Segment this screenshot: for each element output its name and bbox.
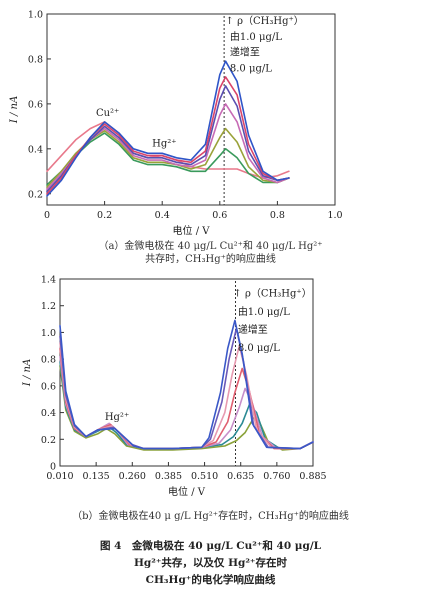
chart-b-y-tick-label-6: 1.2	[41, 301, 56, 312]
chart-a-x-tick-label-1: 0.2	[97, 210, 112, 221]
chart-b-annotation-3: 递增至	[238, 323, 268, 336]
chart-b-y-tick-label-7: 1.4	[41, 275, 56, 286]
chart-b-x-axis-label: 电位 / V	[168, 485, 206, 498]
chart-a-annotation-4: 递增至	[230, 46, 260, 59]
chart-b-x-tick-label-2: 0.260	[119, 471, 146, 482]
chart-b-x-tick-label-1: 0.135	[83, 471, 110, 482]
chart-b-y-tick-label-3: 0.6	[41, 381, 56, 392]
chart-b-y-tick-label-0: 0	[50, 462, 56, 473]
chart-a-y-tick-label-2: 0.6	[28, 99, 43, 110]
chart-a-annotation-3: 由1.0 μg/L	[230, 30, 282, 43]
chart-a-y-tick-label-3: 0.8	[28, 54, 43, 65]
chart-b-annotation-0: Hg²⁺	[105, 412, 129, 423]
chart-b-series-line-6	[59, 319, 314, 450]
chart-b-plot-frame	[59, 278, 314, 467]
caption-a: （a）金微电极在 40 μg/L Cu²⁺和 40 μg/L Hg²⁺ 共存时，…	[0, 240, 421, 266]
chart-b-x-tick-label-4: 0.510	[191, 471, 218, 482]
chart-a-plot-frame	[46, 13, 336, 206]
chart-a-annotation-1: Hg²⁺	[152, 139, 176, 150]
caption-b: （b）金微电极在40 μ g/L Hg²⁺存在时，CH₃Hg⁺的响应曲线	[0, 510, 421, 523]
chart-a-x-tick-label-2: 0.4	[155, 210, 170, 221]
chart-b-x-tick-label-0: 0.010	[46, 471, 73, 482]
figure-caption-line-1: 图 4 金微电极在 40 μg/L Cu²⁺和 40 μg/L	[99, 540, 322, 552]
chart-b-x-tick-label-5: 0.635	[227, 471, 254, 482]
chart-b-x-tick-label-7: 0.885	[299, 471, 326, 482]
chart-b-y-tick-label-4: 0.8	[41, 355, 56, 366]
figure-caption-line-3: CH₃Hg⁺的电化学响应曲线	[145, 574, 276, 586]
chart-b-annotation-4: 8.0 μg/L	[238, 343, 280, 354]
chart-b-series-line-2	[59, 355, 314, 450]
chart-a-series-line-6	[46, 60, 290, 197]
chart-a-annotation-5: 8.0 μg/L	[230, 63, 272, 74]
chart-b-series-line-0	[59, 365, 314, 451]
chart-b-svg: 0.010 0.135 0.260 0.385 0.510 0.635 0.760 0.885…	[22, 275, 327, 499]
chart-b-x-tick-label-3: 0.385	[155, 471, 182, 482]
chart-a-svg: 0 0.2 0.4 0.6 0.8 1.00.20.40.60.81.0电位 / VI /…	[9, 10, 343, 238]
chart-a-x-axis-label: 电位 / V	[173, 224, 211, 237]
caption-a-line-2: 共存时，CH₃Hg⁺的响应曲线	[145, 254, 276, 265]
chart-b-y-axis-label: I / nA	[22, 359, 33, 387]
chart-a-y-tick-label-1: 0.4	[28, 144, 43, 155]
chart-b-y-tick-label-5: 1.0	[41, 328, 56, 339]
chart-b-annotation-2: 由1.0 μg/L	[238, 305, 290, 318]
figure-caption-line-2: Hg²⁺共存，以及仅 Hg²⁺存在时	[134, 557, 287, 569]
chart-a-x-tick-label-5: 1.0	[327, 210, 342, 221]
chart-a-y-axis-label: I / nA	[9, 96, 20, 124]
chart-a-y-tick-label-0: 0.2	[28, 189, 43, 200]
chart-a-x-tick-label-4: 0.8	[270, 210, 285, 221]
caption-a-line-1: （a）金微电极在 40 μg/L Cu²⁺和 40 μg/L Hg²⁺	[98, 241, 323, 252]
chart-a-x-tick-label-3: 0.6	[212, 210, 227, 221]
chart-a-x-tick-label-0: 0	[44, 210, 50, 221]
chart-b-series-line-1	[59, 361, 314, 450]
figure-caption: 图 4 金微电极在 40 μg/L Cu²⁺和 40 μg/L Hg²⁺共存，以…	[0, 538, 421, 589]
chart-a-series-line-1	[46, 132, 290, 186]
chart-b-x-tick-label-6: 0.760	[263, 471, 290, 482]
chart-b-annotation-1: ↑ ρ（CH₃Hg⁺）	[233, 287, 311, 299]
chart-a-annotation-0: Cu²⁺	[96, 108, 119, 119]
caption-b-line-1: （b）金微电极在40 μ g/L Hg²⁺存在时，CH₃Hg⁺的响应曲线	[72, 511, 349, 522]
chart-b-y-tick-label-2: 0.4	[41, 408, 56, 419]
chart-panel-b: 0.010 0.135 0.260 0.385 0.510 0.635 0.760 0.885…	[0, 270, 421, 530]
chart-a-annotation-2: ↑ ρ（CH₃Hg⁺）	[226, 15, 304, 27]
chart-a-series-line-4	[46, 85, 290, 193]
chart-a-y-tick-label-4: 1.0	[28, 10, 43, 21]
chart-b-y-tick-label-1: 0.2	[41, 435, 56, 446]
